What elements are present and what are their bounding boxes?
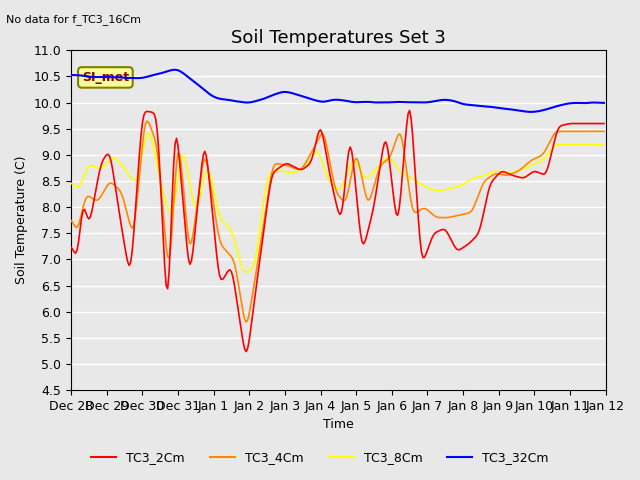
Text: No data for f_TC3_16Cm: No data for f_TC3_16Cm: [6, 14, 141, 25]
X-axis label: Time: Time: [323, 419, 354, 432]
Title: Soil Temperatures Set 3: Soil Temperatures Set 3: [231, 29, 446, 48]
Legend: TC3_2Cm, TC3_4Cm, TC3_8Cm, TC3_32Cm: TC3_2Cm, TC3_4Cm, TC3_8Cm, TC3_32Cm: [86, 446, 554, 469]
Y-axis label: Soil Temperature (C): Soil Temperature (C): [15, 156, 28, 285]
Text: SI_met: SI_met: [82, 71, 129, 84]
